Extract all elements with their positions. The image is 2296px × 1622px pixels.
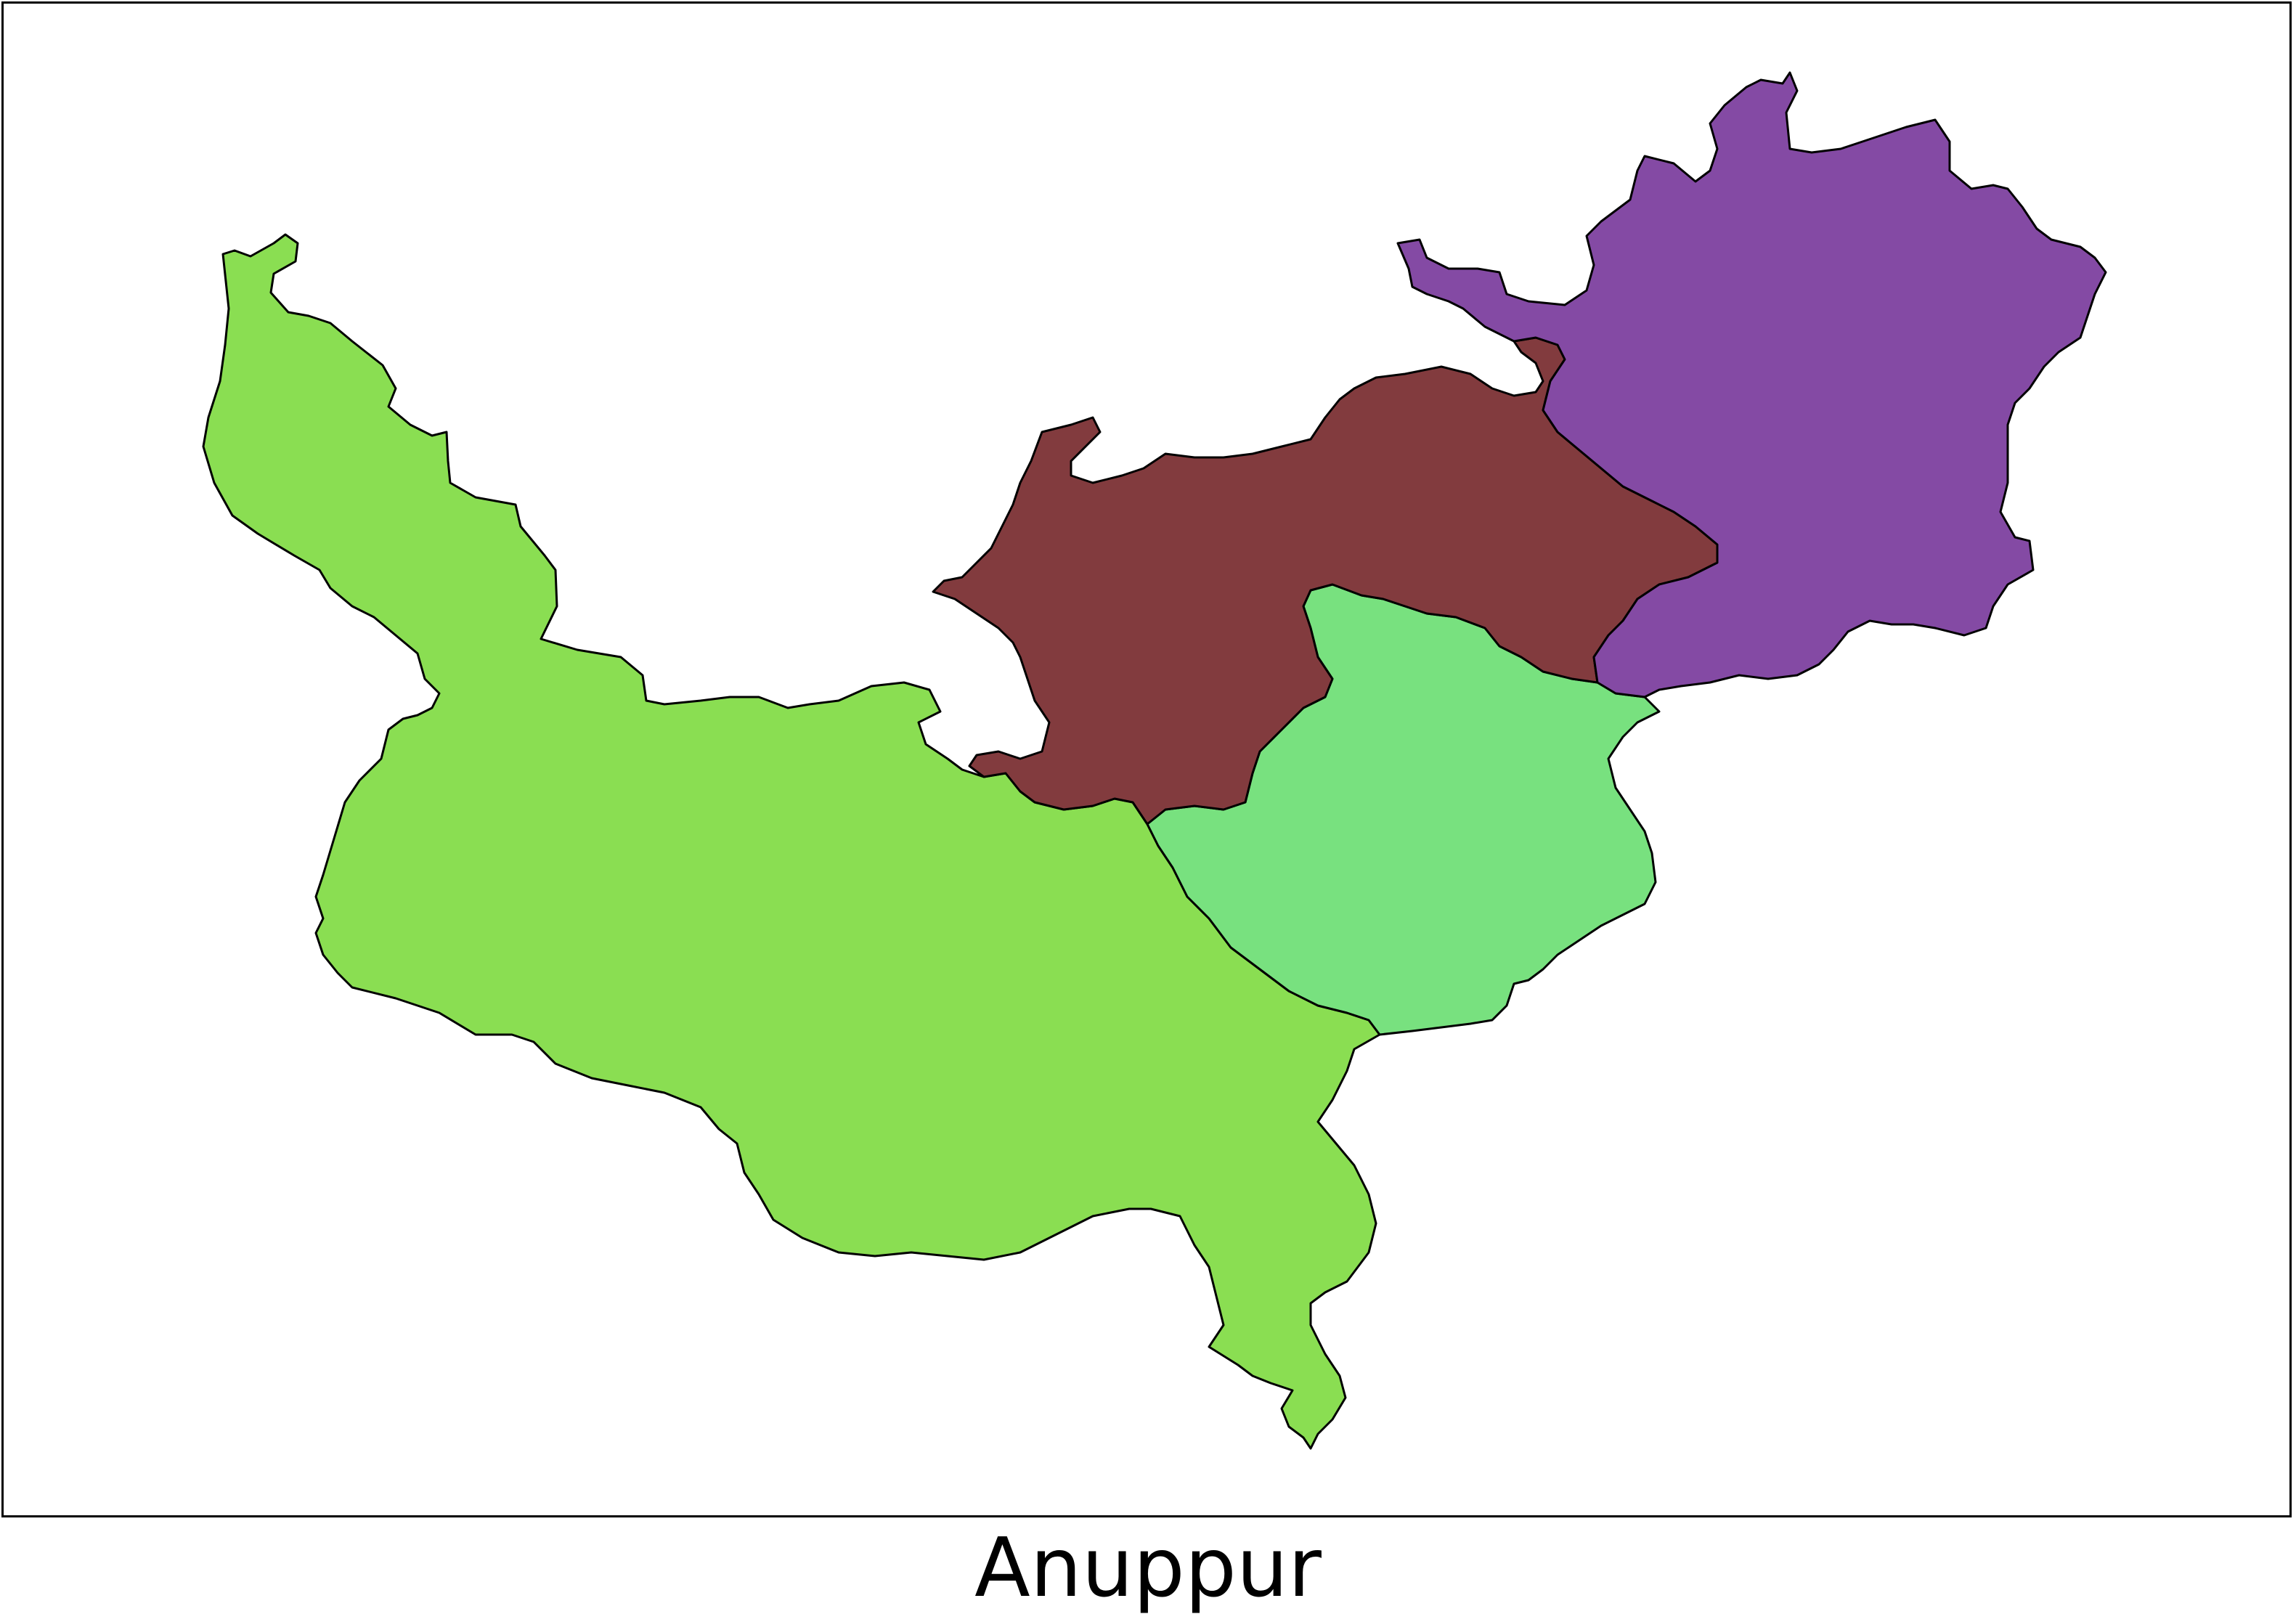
- map-canvas[interactable]: [4, 4, 2294, 1520]
- map-title: Anuppur: [974, 1521, 1322, 1615]
- region-central-north[interactable]: [932, 336, 1719, 826]
- region-southwest[interactable]: [202, 233, 1381, 1450]
- region-northeast[interactable]: [1396, 71, 2107, 698]
- map-frame: [1, 1, 2292, 1517]
